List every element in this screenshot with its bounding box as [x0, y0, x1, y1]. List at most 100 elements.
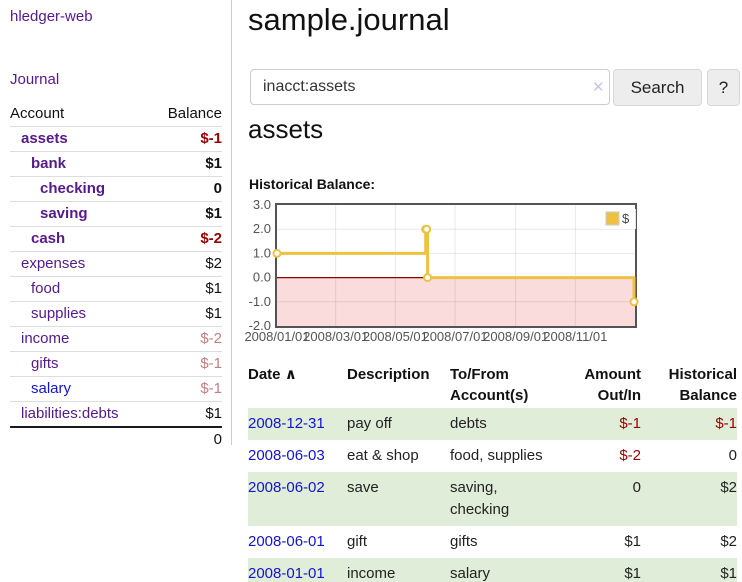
transaction-row: 2008-06-03 eat & shop food, supplies $-2 0	[248, 440, 737, 472]
account-balance: $-2	[151, 326, 222, 352]
account-row: bank $1	[10, 151, 222, 177]
sort-ascending-icon: ∧	[284, 366, 297, 383]
account-row: saving $1	[10, 201, 222, 227]
x-tick-label: 2008/03/01	[303, 329, 368, 344]
transaction-accounts: salary	[450, 565, 491, 582]
transaction-amount: $-2	[619, 447, 641, 464]
register-header-description: Description	[347, 366, 430, 383]
search-button[interactable]: Search	[613, 69, 702, 106]
account-row: income $-2	[10, 326, 222, 352]
account-balance: $1	[151, 201, 222, 227]
y-tick-label: 0.0	[253, 270, 271, 285]
account-balance: $-1	[151, 351, 222, 377]
chart-svg: $3.0 2.0 1.0 0.0 -1.0 -2.02008/01/012008/03/0…	[244, 197, 639, 344]
transaction-row: 2008-06-01 gift gifts $1 $2	[248, 526, 737, 558]
sidebar-account-link[interactable]: bank	[31, 155, 67, 172]
y-tick-label: -2.0	[249, 318, 271, 333]
transaction-accounts: gifts	[450, 533, 478, 550]
transaction-date-link[interactable]: 2008-01-01	[248, 565, 325, 582]
sidebar-account-link[interactable]: supplies	[31, 305, 87, 322]
y-tick-label: 2.0	[253, 221, 271, 236]
transaction-balance: $-1	[715, 415, 737, 432]
chart-border	[275, 203, 637, 328]
transaction-date-link[interactable]: 2008-12-31	[248, 415, 325, 432]
register-header-date[interactable]: Date ∧	[248, 366, 297, 383]
transaction-balance: $2	[720, 479, 737, 496]
legend-label: $	[622, 211, 630, 226]
account-balance: $1	[151, 276, 222, 302]
sidebar-account-link[interactable]: expenses	[21, 255, 86, 272]
sidebar-account-link[interactable]: assets	[21, 130, 68, 147]
account-row: supplies $1	[10, 301, 222, 327]
register-header-balance: Historical Balance	[668, 366, 737, 404]
account-balance: $1	[151, 151, 222, 177]
search-input[interactable]	[250, 69, 610, 105]
transaction-accounts: saving, checking	[450, 479, 510, 518]
transaction-row: 2008-01-01 income salary $1 $1	[248, 558, 737, 582]
transaction-row: 2008-06-02 save saving, checking 0 $2	[248, 472, 737, 526]
legend-color-box	[605, 211, 620, 226]
transaction-description: gift	[347, 533, 368, 550]
accounts-total-row: 0	[10, 426, 222, 452]
transaction-description: pay off	[347, 415, 392, 432]
transaction-balance: 0	[728, 447, 737, 464]
sidebar: hledger-web Journal Account Balance asse…	[0, 0, 232, 452]
transaction-date-link[interactable]: 2008-06-03	[248, 447, 325, 464]
historical-balance-chart: $3.0 2.0 1.0 0.0 -1.0 -2.0 2008/01/01 2008/03/0…	[241, 197, 741, 348]
transaction-description: eat & shop	[347, 447, 419, 464]
transaction-description: save	[347, 479, 379, 496]
transaction-amount: $1	[624, 533, 641, 550]
transaction-date-link[interactable]: 2008-06-01	[248, 533, 325, 550]
account-row: food $1	[10, 276, 222, 302]
x-tick-label: 2008/01/01	[244, 329, 309, 344]
chart-negative-region	[277, 277, 635, 326]
account-balance: $2	[151, 251, 222, 277]
sidebar-account-link[interactable]: cash	[31, 230, 66, 247]
sidebar-account-link[interactable]: liabilities:debts	[21, 405, 119, 422]
account-balance: $-2	[151, 226, 222, 252]
account-balance: $-1	[151, 126, 222, 152]
chart-data-point	[422, 224, 432, 234]
x-tick-label: 2008/09/01	[483, 329, 548, 344]
accounts-header-balance: Balance	[167, 105, 222, 122]
chart-data-point	[272, 248, 282, 258]
y-tick-label: 1.0	[253, 245, 271, 260]
transaction-amount: 0	[632, 479, 641, 496]
sidebar-account-link[interactable]: checking	[40, 180, 106, 197]
transaction-date-link[interactable]: 2008-06-02	[248, 479, 325, 496]
sidebar-account-link[interactable]: saving	[40, 205, 88, 222]
help-button[interactable]: ?	[707, 69, 740, 106]
account-balance: $1	[151, 301, 222, 327]
account-balance: $1	[151, 401, 222, 427]
sidebar-account-link[interactable]: gifts	[31, 355, 59, 372]
clear-search-icon[interactable]: ✕	[592, 79, 605, 96]
account-row: cash $-2	[10, 226, 222, 252]
sidebar-account-link[interactable]: salary	[31, 380, 72, 397]
register-table: Date ∧ Description To/From Account(s) Am…	[248, 360, 737, 582]
accounts-total-balance: 0	[151, 426, 222, 452]
account-balance: $-1	[151, 376, 222, 402]
x-tick-label: 2008/11/01	[543, 329, 607, 344]
register-header-amount: Amount Out/In	[584, 366, 641, 404]
page-title: sample.journal	[248, 2, 450, 37]
x-tick-label: 2008/07/01	[422, 329, 487, 344]
brand-link[interactable]: hledger-web	[10, 8, 93, 25]
transaction-accounts: food, supplies	[450, 447, 543, 464]
transaction-accounts: debts	[450, 415, 487, 432]
register-header-accounts: To/From Account(s)	[450, 366, 529, 404]
transaction-balance: $2	[720, 533, 737, 550]
account-row: expenses $2	[10, 251, 222, 277]
y-tick-label: 3.0	[253, 200, 271, 212]
transaction-amount: $1	[624, 565, 641, 582]
transaction-amount: $-1	[619, 415, 641, 432]
sidebar-account-link[interactable]: income	[21, 330, 70, 347]
sidebar-account-link[interactable]: food	[31, 280, 61, 297]
account-row: checking 0	[10, 176, 222, 202]
sidebar-item-journal[interactable]: Journal	[10, 71, 60, 88]
x-tick-label: 2008/05/01	[363, 329, 428, 344]
transaction-row: 2008-12-31 pay off debts $-1 $-1	[248, 408, 737, 440]
chart-data-point	[423, 273, 433, 283]
account-heading: assets	[248, 114, 324, 144]
chart-data-point	[629, 297, 639, 307]
